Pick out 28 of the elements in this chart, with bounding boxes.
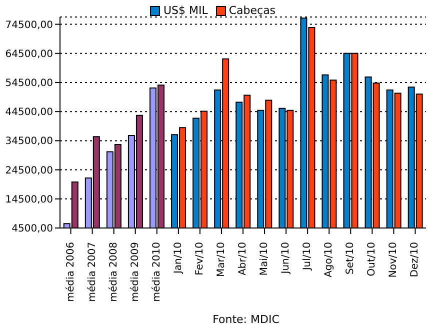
x-tick-label: Ago/10 xyxy=(324,242,335,278)
x-tick-label: Jun/10 xyxy=(280,242,292,275)
x-tick-label: média 2006 xyxy=(65,242,76,302)
x-tick-label: Jul/10 xyxy=(302,242,314,272)
x-tick-label: Set/10 xyxy=(345,242,356,275)
x-tick-label: Dez/10 xyxy=(410,242,421,278)
legend-label: US$ MIL xyxy=(162,4,208,17)
y-tick-label: 54500,00 xyxy=(5,78,53,90)
x-tick-label: média 2007 xyxy=(86,242,98,302)
x-tick-label: Mai/10 xyxy=(259,242,270,276)
y-tick-label: 14500,00 xyxy=(5,194,53,206)
x-tick-label: Out/10 xyxy=(366,242,378,276)
x-tick-label: Nov/10 xyxy=(388,242,400,278)
y-tick-label: 4500,00 xyxy=(12,224,53,235)
y-tick-label: 64500,00 xyxy=(5,48,53,60)
y-tick-label: 44500,00 xyxy=(5,107,53,118)
x-tick-label: média 2008 xyxy=(108,242,120,302)
y-tick-label: 74500,00 xyxy=(5,20,53,31)
x-tick-label: Jan/10 xyxy=(172,242,184,275)
x-tick-label: média 2010 xyxy=(151,242,162,302)
x-tick-label: Mar/10 xyxy=(216,242,227,277)
x-tick-label: Fev/10 xyxy=(194,242,206,276)
x-tick-label: média 2009 xyxy=(130,242,141,302)
legend-label: Cabeças xyxy=(228,4,276,17)
x-tick-label: Abr/10 xyxy=(238,242,248,276)
y-tick-label: 24500,00 xyxy=(5,165,53,176)
source-note: Fonte: MDIC xyxy=(212,313,280,326)
y-tick-label: 34500,00 xyxy=(5,136,53,148)
